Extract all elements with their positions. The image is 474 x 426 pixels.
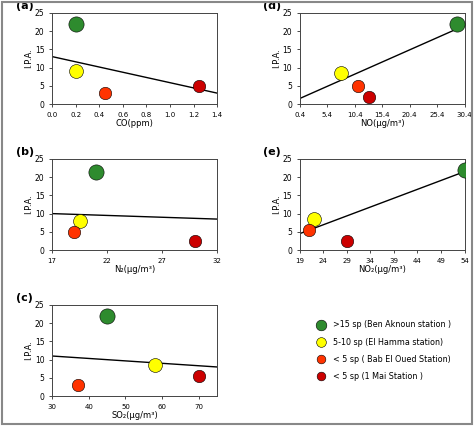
Point [365,93,373,100]
Text: (b): (b) [16,147,34,157]
Point [76,218,83,225]
Text: (a): (a) [16,1,34,11]
Y-axis label: I.P.A.: I.P.A. [272,195,281,214]
Point [103,312,111,319]
Text: (c): (c) [16,293,33,303]
Y-axis label: I.P.A.: I.P.A. [25,341,34,360]
X-axis label: NO(μg/m³): NO(μg/m³) [360,119,404,128]
Point [151,362,159,368]
X-axis label: N₂(μg/m³): N₂(μg/m³) [114,265,155,274]
Text: (e): (e) [263,147,281,157]
Point [305,227,313,233]
Point [453,20,461,27]
Y-axis label: I.P.A.: I.P.A. [272,49,281,68]
Point [461,167,468,173]
Point [343,238,350,245]
Y-axis label: I.P.A.: I.P.A. [25,49,34,68]
Point [310,216,318,222]
Point [337,69,345,76]
Point [101,90,109,97]
Legend: >15 sp (Ben Aknoun station ), 5-10 sp (El Hamma station), < 5 sp ( Bab El Oued S: >15 sp (Ben Aknoun station ), 5-10 sp (E… [310,318,454,383]
Point [354,82,362,89]
X-axis label: CO(ppm): CO(ppm) [116,119,154,128]
X-axis label: NO₂(μg/m³): NO₂(μg/m³) [358,265,406,274]
Point [196,82,203,89]
Point [191,238,199,245]
X-axis label: SO₂(μg/m³): SO₂(μg/m³) [111,411,158,420]
Point [72,68,80,75]
Point [70,228,78,235]
Point [74,382,82,389]
Point [195,373,202,380]
Text: (d): (d) [263,1,282,11]
Point [92,168,100,175]
Y-axis label: I.P.A.: I.P.A. [25,195,34,214]
Point [72,20,80,27]
